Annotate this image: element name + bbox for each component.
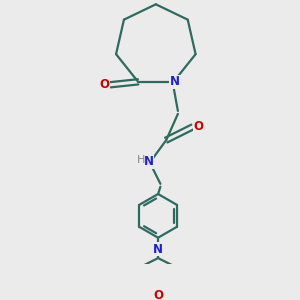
Text: N: N xyxy=(144,155,154,169)
Text: N: N xyxy=(170,75,180,88)
Text: H: H xyxy=(137,154,145,165)
Text: O: O xyxy=(153,290,163,300)
Text: N: N xyxy=(153,243,163,256)
Text: O: O xyxy=(99,78,109,91)
Text: O: O xyxy=(194,121,204,134)
